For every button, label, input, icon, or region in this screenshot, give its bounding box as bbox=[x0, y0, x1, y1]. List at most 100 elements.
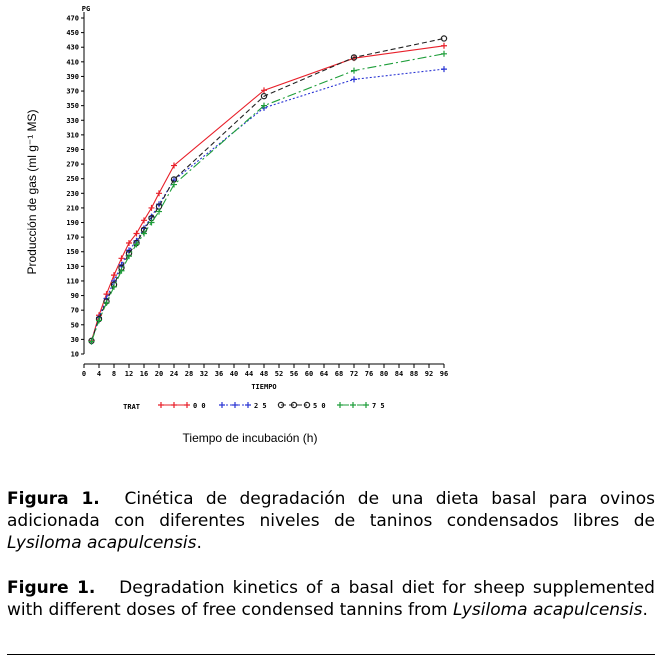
data-point bbox=[351, 67, 357, 74]
data-point bbox=[118, 255, 125, 262]
x-tick-label: 76 bbox=[365, 370, 373, 378]
x-tick-label: 24 bbox=[170, 370, 178, 378]
caption-en-text: Degradation kinetics of a basal diet for… bbox=[7, 578, 655, 620]
data-point bbox=[111, 272, 117, 279]
series-2-5 bbox=[88, 66, 447, 345]
y-tick-label: 470 bbox=[66, 15, 79, 23]
caption-es-label: Figura 1. bbox=[7, 489, 100, 509]
y-tick-label: 10 bbox=[71, 351, 79, 359]
data-point bbox=[133, 230, 140, 237]
legend-marker bbox=[184, 402, 190, 408]
series-5-0 bbox=[88, 35, 448, 345]
y-tick-label: 290 bbox=[66, 146, 79, 154]
caption-es-species: Lysiloma acapulcensis bbox=[7, 533, 197, 553]
data-point bbox=[141, 230, 147, 237]
y-unit-label: PG bbox=[82, 5, 90, 13]
x-tick-label: 92 bbox=[425, 370, 433, 378]
series-0-0 bbox=[88, 42, 447, 344]
series-line bbox=[90, 37, 445, 342]
x-tick-label: 84 bbox=[395, 370, 403, 378]
x-tick-label: 0 bbox=[82, 370, 86, 378]
data-point bbox=[88, 338, 95, 345]
data-point bbox=[133, 241, 140, 248]
legend-label: 0 0 bbox=[193, 402, 206, 410]
data-point bbox=[171, 162, 177, 169]
x-tick-label: 32 bbox=[200, 370, 208, 378]
data-point bbox=[118, 267, 125, 274]
x-tick-label: 16 bbox=[140, 370, 148, 378]
y-tick-label: 450 bbox=[66, 29, 79, 37]
data-point bbox=[350, 54, 358, 61]
data-point bbox=[260, 92, 268, 100]
chart-series bbox=[88, 35, 448, 345]
chart-legend: 0 0 2 5 5 0 7 5 bbox=[158, 401, 385, 410]
legend-marker bbox=[158, 402, 164, 408]
legend-marker bbox=[219, 402, 225, 408]
x-tick-label: 96 bbox=[440, 370, 448, 378]
x-tick-label: 72 bbox=[350, 370, 358, 378]
caption-en-end: . bbox=[642, 600, 648, 620]
legend-label: 5 0 bbox=[313, 402, 326, 410]
legend-marker bbox=[171, 402, 177, 408]
y-tick-label: 90 bbox=[71, 292, 79, 300]
x-tick-label: 88 bbox=[410, 370, 418, 378]
y-tick-label: 370 bbox=[66, 88, 79, 96]
gas-production-chart: 10 30 50 70 90 110 130 150 170 190 210 230 250 270 290… bbox=[25, 5, 448, 445]
x-tick-label: 4 bbox=[97, 370, 101, 378]
caption-es-end: . bbox=[196, 533, 202, 553]
series-line bbox=[90, 53, 445, 342]
x-tick-label: 28 bbox=[185, 370, 193, 378]
x-tick-label: 52 bbox=[275, 370, 283, 378]
y-tick-label: 170 bbox=[66, 234, 79, 242]
y-tick-label: 70 bbox=[71, 307, 79, 315]
data-point bbox=[111, 283, 117, 290]
caption-en-label: Figure 1. bbox=[7, 578, 96, 598]
legend-marker bbox=[337, 402, 343, 408]
series-line bbox=[90, 68, 445, 342]
figure-caption-english: Figure 1. Degradation kinetics of a basa… bbox=[7, 577, 655, 621]
data-point bbox=[351, 76, 357, 83]
legend-marker bbox=[245, 402, 251, 408]
data-point bbox=[440, 35, 448, 42]
y-axis-label: Producción de gas (ml g⁻¹ MS) bbox=[25, 109, 39, 274]
y-tick-label: 310 bbox=[66, 131, 79, 139]
data-point bbox=[156, 208, 162, 215]
data-point bbox=[103, 299, 110, 306]
legend-title: TRAT bbox=[123, 403, 140, 411]
x-tick-label: 68 bbox=[335, 370, 343, 378]
y-tick-label: 190 bbox=[66, 219, 79, 227]
x-tick-label: 8 bbox=[112, 370, 116, 378]
chart-axes: 10 30 50 70 90 110 130 150 170 190 210 230 250 270 290… bbox=[66, 12, 448, 378]
y-tick-label: 430 bbox=[66, 44, 79, 52]
data-point bbox=[96, 317, 102, 324]
data-point bbox=[171, 181, 177, 188]
x-tick-label: 20 bbox=[155, 370, 163, 378]
y-tick-label: 350 bbox=[66, 102, 79, 110]
x-tick-label: 36 bbox=[215, 370, 223, 378]
bottom-rule bbox=[7, 654, 655, 655]
y-tick-label: 50 bbox=[71, 321, 79, 329]
legend-marker bbox=[303, 401, 311, 409]
x-tick-label: 60 bbox=[305, 370, 313, 378]
data-point bbox=[441, 42, 447, 49]
x-tick-label: 80 bbox=[380, 370, 388, 378]
y-tick-label: 330 bbox=[66, 117, 79, 125]
x-tick-label: 44 bbox=[245, 370, 253, 378]
legend-marker bbox=[350, 402, 356, 408]
x-tick-label: 64 bbox=[320, 370, 328, 378]
data-point bbox=[148, 219, 155, 226]
data-point bbox=[126, 239, 132, 246]
series-line bbox=[90, 45, 445, 342]
series-7-5 bbox=[88, 50, 447, 345]
legend-marker bbox=[363, 402, 369, 408]
data-point bbox=[156, 190, 162, 197]
data-point bbox=[441, 66, 447, 73]
caption-es-text: Cinética de degradación de una dieta bas… bbox=[7, 489, 655, 531]
y-tick-label: 130 bbox=[66, 263, 79, 271]
y-tick-label: 250 bbox=[66, 175, 79, 183]
x-tick-label: 48 bbox=[260, 370, 268, 378]
x-tick-label: 40 bbox=[230, 370, 238, 378]
caption-en-species: Lysiloma acapulcensis bbox=[452, 600, 643, 620]
y-tick-label: 390 bbox=[66, 73, 79, 81]
y-tick-label: 410 bbox=[66, 58, 79, 66]
